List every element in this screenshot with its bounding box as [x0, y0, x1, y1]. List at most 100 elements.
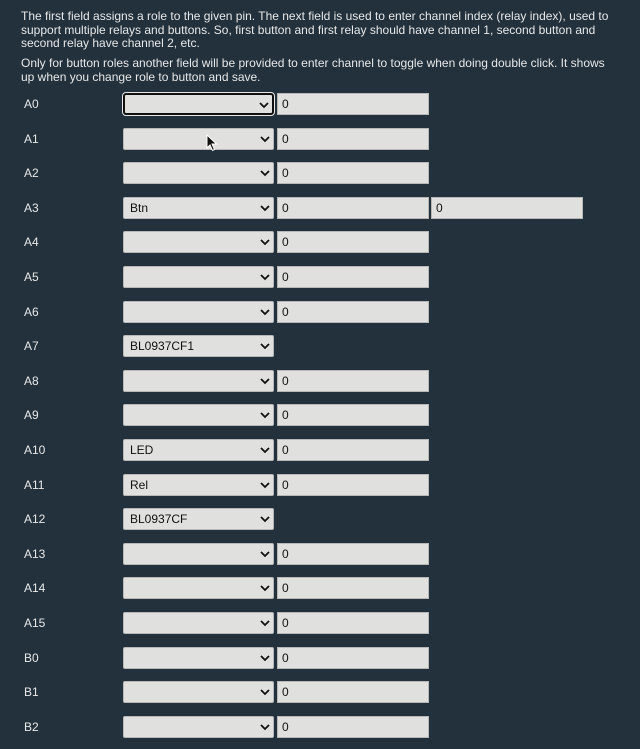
channel-input[interactable]: 0 [277, 439, 429, 461]
pin-label: A6 [24, 305, 39, 319]
double-click-channel-input[interactable]: 0 [431, 197, 583, 219]
channel-input[interactable]: 0 [277, 266, 429, 288]
role-select[interactable] [123, 577, 274, 599]
mouse-cursor-icon [206, 134, 218, 152]
role-select[interactable]: LED [123, 439, 274, 461]
pin-row-a12: A12 BL0937CF [0, 507, 640, 531]
chevron-down-icon [260, 170, 270, 177]
chevron-down-icon [260, 239, 270, 246]
role-select-value: BL0937CF [130, 512, 188, 526]
role-select[interactable]: Rel [123, 474, 274, 496]
pin-label: A9 [24, 408, 39, 422]
role-select[interactable] [123, 266, 274, 288]
chevron-down-icon [260, 136, 270, 143]
role-select[interactable] [123, 681, 274, 703]
chevron-down-icon [260, 482, 270, 489]
pin-row-a5: A5 0 [0, 265, 640, 289]
intro-text-2: Only for button roles another field will… [21, 56, 605, 84]
role-select-value: LED [130, 443, 154, 457]
role-select[interactable]: Btn [123, 197, 274, 219]
pin-label: A1 [24, 132, 39, 146]
chevron-down-icon [260, 447, 270, 454]
chevron-down-icon [260, 309, 270, 316]
channel-input[interactable]: 0 [277, 162, 429, 184]
pin-row-a4: A4 0 [0, 230, 640, 254]
intro-paragraph-roles: The first field assigns a role to the gi… [21, 9, 621, 51]
pin-row-b1: B1 0 [0, 680, 640, 704]
pin-row-a1: A1 0 [0, 127, 640, 151]
channel-input[interactable]: 0 [277, 577, 429, 599]
role-select-value: BL0937CF1 [130, 339, 195, 353]
role-select[interactable] [123, 647, 274, 669]
role-select[interactable] [123, 370, 274, 392]
channel-input[interactable]: 0 [277, 370, 429, 392]
channel-input[interactable]: 0 [277, 301, 429, 323]
pin-row-a3: A3 Btn 0 0 [0, 196, 640, 220]
pin-row-a11: A11 Rel 0 [0, 473, 640, 497]
chevron-down-icon [260, 516, 270, 523]
pin-label: A5 [24, 270, 39, 284]
chevron-down-icon [260, 205, 270, 212]
pin-label: A10 [24, 443, 46, 457]
role-select[interactable] [123, 128, 274, 150]
role-select[interactable] [123, 93, 274, 115]
pin-label: A15 [24, 616, 46, 630]
chevron-down-icon [260, 620, 270, 627]
chevron-down-icon [260, 724, 270, 731]
role-select[interactable] [123, 231, 274, 253]
chevron-down-icon [260, 412, 270, 419]
pin-label: A8 [24, 374, 39, 388]
pin-label: B0 [24, 651, 39, 665]
role-select[interactable] [123, 612, 274, 634]
role-select[interactable] [123, 716, 274, 738]
pin-label: A0 [24, 97, 39, 111]
chevron-down-icon [260, 585, 270, 592]
chevron-down-icon [260, 343, 270, 350]
pin-row-a0: A0 0 [0, 92, 640, 116]
channel-input[interactable]: 0 [277, 681, 429, 703]
pin-label: A13 [24, 547, 46, 561]
role-select[interactable] [123, 301, 274, 323]
intro-text-1: The first field assigns a role to the gi… [21, 9, 609, 50]
pin-row-a6: A6 0 [0, 300, 640, 324]
role-select[interactable] [123, 404, 274, 426]
role-select[interactable]: BL0937CF [123, 508, 274, 530]
chevron-down-icon [259, 102, 269, 109]
pin-row-a10: A10 LED 0 [0, 438, 640, 462]
chevron-down-icon [260, 655, 270, 662]
pin-row-b0: B0 0 [0, 646, 640, 670]
channel-input[interactable]: 0 [277, 404, 429, 426]
channel-input[interactable]: 0 [277, 543, 429, 565]
channel-input[interactable]: 0 [277, 231, 429, 253]
chevron-down-icon [260, 378, 270, 385]
role-select-value: Btn [130, 201, 149, 215]
role-select[interactable] [123, 543, 274, 565]
role-select[interactable] [123, 162, 274, 184]
pin-row-a2: A2 0 [0, 161, 640, 185]
pin-label: B2 [24, 720, 39, 734]
channel-input[interactable]: 0 [277, 612, 429, 634]
pin-row-b2: B2 0 [0, 715, 640, 739]
pin-row-a13: A13 0 [0, 542, 640, 566]
pin-row-a9: A9 0 [0, 403, 640, 427]
chevron-down-icon [260, 274, 270, 281]
intro-paragraph-button-roles: Only for button roles another field will… [21, 56, 621, 84]
pin-label: A2 [24, 166, 39, 180]
pin-label: A4 [24, 235, 39, 249]
pin-row-a8: A8 0 [0, 369, 640, 393]
pin-label: A3 [24, 201, 39, 215]
channel-input[interactable]: 0 [277, 197, 429, 219]
pin-row-a15: A15 0 [0, 611, 640, 635]
pin-label: A7 [24, 339, 39, 353]
pin-label: A14 [24, 581, 46, 595]
pin-label: A11 [24, 478, 45, 492]
role-select[interactable]: BL0937CF1 [123, 335, 274, 357]
channel-input[interactable]: 0 [277, 474, 429, 496]
channel-input[interactable]: 0 [277, 128, 429, 150]
chevron-down-icon [260, 689, 270, 696]
channel-input[interactable]: 0 [277, 716, 429, 738]
channel-input[interactable]: 0 [277, 93, 429, 115]
role-select-value: Rel [130, 478, 149, 492]
channel-input[interactable]: 0 [277, 647, 429, 669]
pin-label: B1 [24, 685, 39, 699]
